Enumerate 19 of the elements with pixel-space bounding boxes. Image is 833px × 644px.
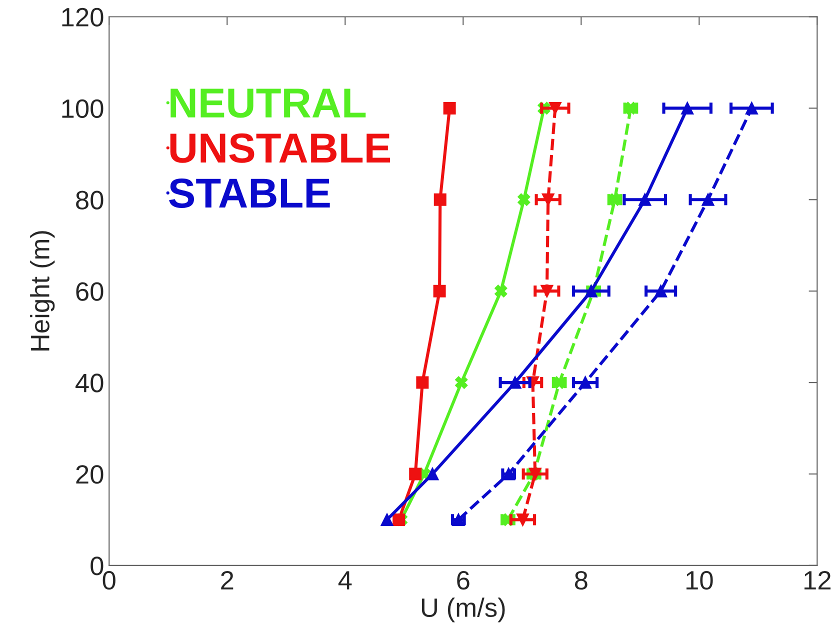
x-tick-label: 0 [102,570,116,590]
y-tick-label: 0 [90,556,104,576]
x-tick-label: 10 [686,570,713,590]
x-tick-label: 12 [804,570,831,590]
legend-label: UNSTABLE [170,133,390,163]
y-tick-label: 100 [62,99,104,118]
x-tick-label: 2 [221,570,234,590]
y-tick-label: 60 [76,282,104,301]
y-tick-label: 120 [62,8,104,27]
x-tick-label: 4 [338,571,352,590]
y-axis-title: Height (m) [30,231,55,351]
y-tick-label: 80 [76,190,104,210]
x-axis-title: U (m/s) [422,598,505,622]
x-tick-label: 6 [457,570,470,590]
legend-label: STABLE [169,178,330,208]
y-tick-label: 20 [76,465,104,484]
legend-label: NEUTRAL [170,88,366,118]
x-tick-label: 8 [574,570,588,590]
y-tick-label: 40 [76,374,104,392]
